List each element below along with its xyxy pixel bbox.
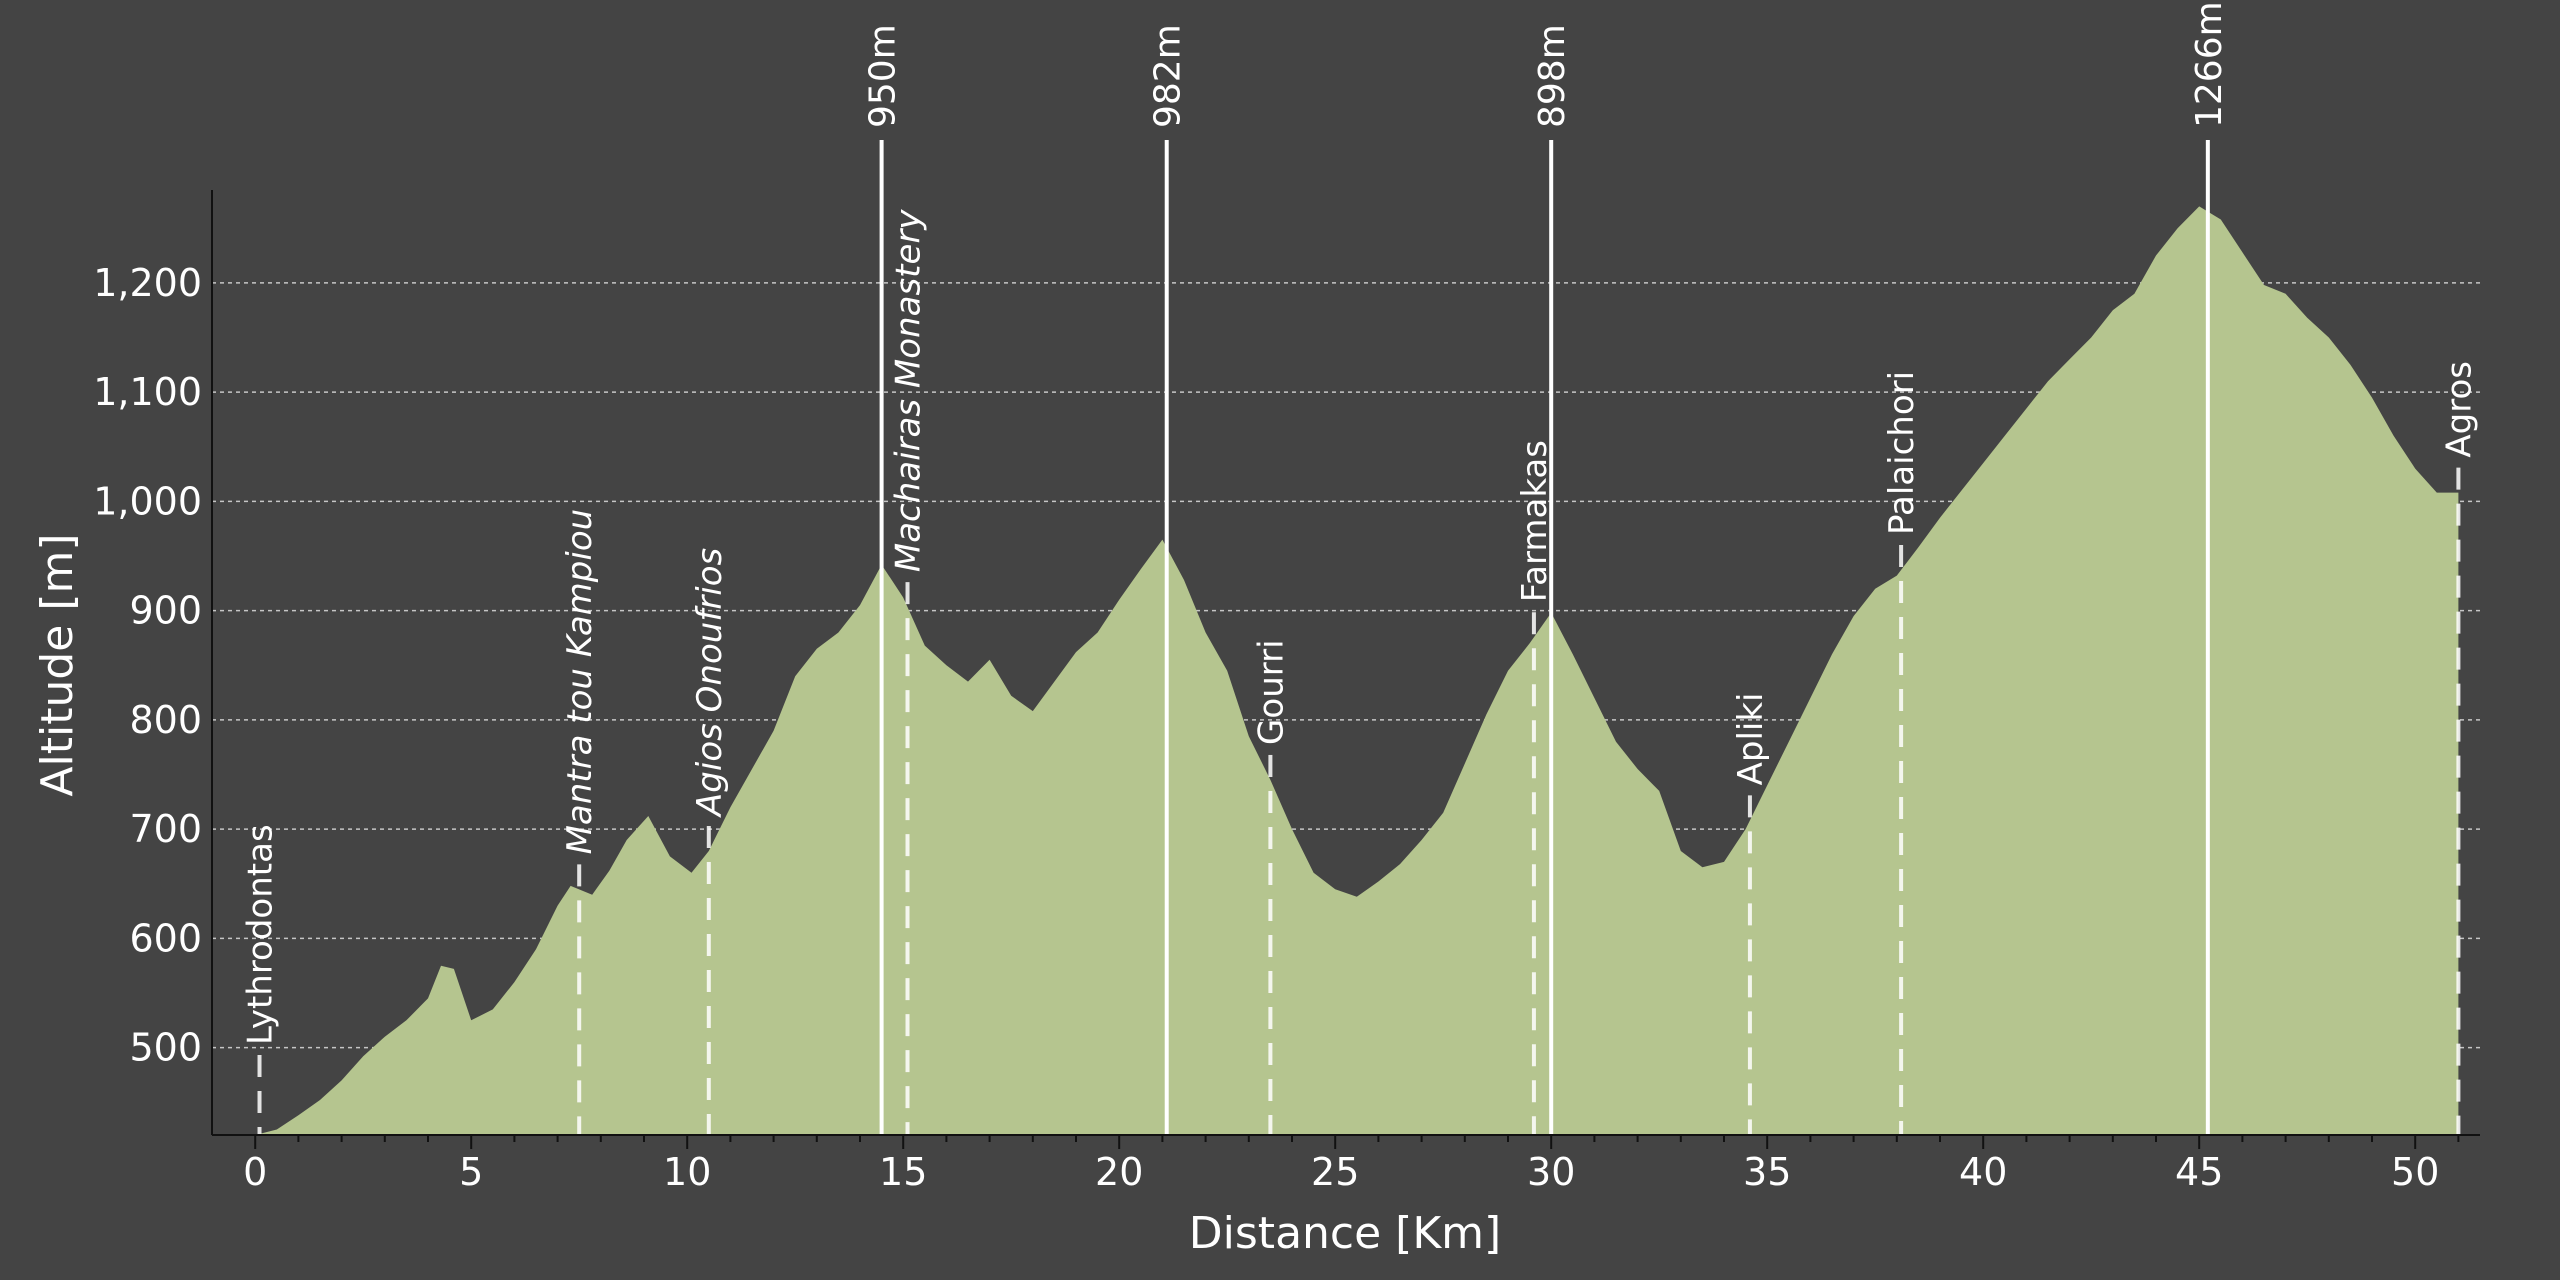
y-tick-label: 500: [129, 1026, 202, 1070]
waypoint-label: Apliki: [1731, 692, 1771, 785]
y-tick-label: 600: [129, 916, 202, 960]
peak-label: 982m: [1148, 24, 1189, 128]
y-tick-label: 800: [129, 698, 202, 742]
axes: [211, 190, 2480, 1149]
x-tick-label: 5: [459, 1150, 483, 1194]
y-axis-title: Altitude [m]: [32, 533, 83, 796]
waypoint-label: Machairas Monastery: [889, 209, 929, 572]
x-tick-label: 0: [243, 1150, 267, 1194]
x-tick-label: 50: [2391, 1150, 2439, 1194]
x-tick-label: 25: [1311, 1150, 1359, 1194]
labels: 500 600 700 800 900 1,000 1,100 1,200 0 5 10 15 20 25…: [93, 1, 2479, 1194]
x-axis-title: Distance [Km]: [1189, 1208, 1501, 1259]
waypoint-label: Gourri: [1251, 639, 1291, 745]
x-tick-label: 15: [879, 1150, 927, 1194]
x-tick-label: 30: [1527, 1150, 1575, 1194]
waypoint-label: Agios Onoufrios: [690, 548, 730, 818]
waypoint-label: Palaichori: [1882, 371, 1922, 535]
y-tick-label: 700: [129, 807, 202, 851]
peak-label: 1266m: [2189, 1, 2230, 128]
waypoint-label: Agros: [2439, 361, 2479, 458]
elevation-area: [255, 206, 2459, 1135]
waypoint-label: Mantra tou Kampiou: [560, 509, 600, 855]
peak-label: 950m: [863, 24, 904, 128]
y-tick-label: 1,100: [93, 370, 202, 414]
y-tick-label: 1,000: [93, 479, 202, 523]
waypoint-label: Lythrodontas: [241, 824, 281, 1045]
marker-lines: [257, 140, 2461, 1135]
y-tick-label: 900: [129, 589, 202, 633]
x-tick-label: 20: [1095, 1150, 1143, 1194]
waypoint-label: Farmakas: [1515, 440, 1555, 602]
y-tick-label: 1,200: [93, 261, 202, 305]
x-tick-label: 45: [2175, 1150, 2223, 1194]
peak-label: 898m: [1532, 24, 1573, 128]
x-tick-label: 40: [1959, 1150, 2007, 1194]
x-tick-label: 10: [663, 1150, 711, 1194]
x-tick-label: 35: [1743, 1150, 1791, 1194]
